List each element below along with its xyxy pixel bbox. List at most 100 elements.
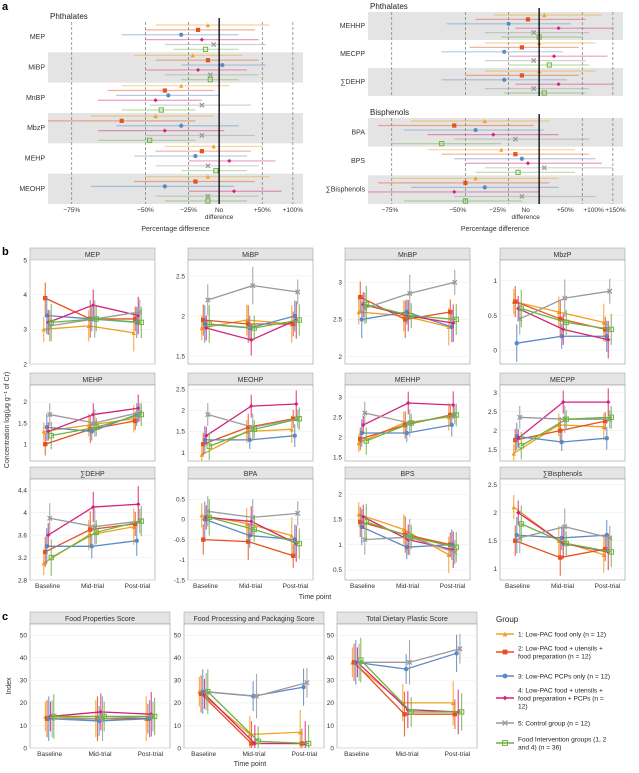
y-tick-label: 20 xyxy=(327,700,335,707)
series-point xyxy=(249,403,254,409)
series-point xyxy=(89,429,94,434)
y-tick-label: 2 xyxy=(338,434,342,441)
legend-swatch-marker xyxy=(502,649,508,655)
forest-point-b xyxy=(199,132,205,139)
forest-tick-label: +100% xyxy=(283,207,304,214)
series-point xyxy=(518,443,524,449)
series-point xyxy=(305,740,312,747)
forest-point xyxy=(153,98,158,103)
series-point xyxy=(408,709,414,715)
series-point xyxy=(406,659,413,665)
series-point xyxy=(403,317,408,322)
x-tick-label: Baseline xyxy=(505,583,530,590)
forest-row-label: MbzP xyxy=(27,125,45,132)
y-tick-label: 2.5 xyxy=(333,414,342,421)
y-tick-label: 3.6 xyxy=(18,532,27,539)
series-point xyxy=(452,279,458,285)
forest-point xyxy=(162,88,167,93)
y-tick-label: 40 xyxy=(327,655,335,662)
forest-point xyxy=(541,90,547,96)
series-point xyxy=(516,436,521,441)
series-point xyxy=(304,679,310,686)
facet-title: ∑Bisphenols xyxy=(543,471,583,478)
forest-point xyxy=(205,58,211,63)
series-point xyxy=(247,437,252,443)
forest-point xyxy=(463,180,468,185)
forest-tick-label: +50% xyxy=(254,207,271,214)
forest-point xyxy=(519,73,524,78)
series-point xyxy=(246,425,251,430)
series-point xyxy=(603,546,608,552)
forest-row-label: ∑DEHP xyxy=(341,79,366,86)
forest-tick-label: −25% xyxy=(489,207,506,214)
series-point xyxy=(101,713,107,720)
forest-point xyxy=(531,86,537,92)
y-tick-label: 2 xyxy=(338,354,342,361)
series-point xyxy=(93,424,99,430)
series-point xyxy=(201,317,206,323)
series-point xyxy=(407,290,413,297)
forest-point xyxy=(195,67,201,73)
y-tick-label: 2.8 xyxy=(18,577,27,584)
forest-point xyxy=(195,27,201,32)
forest-point xyxy=(199,149,204,154)
series-point-b xyxy=(452,279,458,285)
series-point xyxy=(251,526,257,533)
forest-point xyxy=(190,53,195,58)
forest-point-b xyxy=(205,163,211,169)
facet-frame xyxy=(187,384,314,462)
series-point xyxy=(558,316,563,322)
b-ylabel: Concentration log(μg g⁻¹ of Cr) xyxy=(4,372,11,468)
series-point-b xyxy=(562,295,568,301)
series-point xyxy=(252,741,258,746)
series-point xyxy=(88,427,93,432)
forest-row-label: BPS xyxy=(351,158,365,165)
forest-point xyxy=(179,83,184,88)
y-tick-label: 10 xyxy=(20,723,28,730)
legend-item-label: 3: Low-PAC PCPs only (n = 12) xyxy=(518,673,610,680)
series-point xyxy=(358,294,363,300)
y-tick-label: 5 xyxy=(23,257,27,264)
series-point xyxy=(356,309,361,315)
series-point xyxy=(43,441,48,447)
series-point xyxy=(517,414,523,420)
facet-title: BPS xyxy=(400,471,414,478)
series-point xyxy=(206,321,212,327)
forest-point xyxy=(205,163,211,169)
series-point xyxy=(402,711,407,717)
series-point xyxy=(453,544,459,550)
series-point xyxy=(204,325,209,331)
series-point xyxy=(558,555,563,560)
series-point xyxy=(513,437,518,443)
series-point xyxy=(43,295,48,301)
series-point-b xyxy=(47,411,53,418)
forest-point xyxy=(452,123,457,128)
series-point-b xyxy=(295,510,301,516)
series-point xyxy=(47,411,53,418)
series-point xyxy=(454,651,459,656)
y-tick-label: -1 xyxy=(179,557,185,564)
forest-row-label: MECPP xyxy=(340,51,365,58)
series-point xyxy=(201,441,206,447)
series-point-b xyxy=(253,693,260,699)
forest-point xyxy=(220,62,225,68)
forest-point xyxy=(179,123,184,128)
y-tick-label: 1.5 xyxy=(333,517,342,524)
forest-point xyxy=(179,32,184,37)
series-point xyxy=(608,549,614,555)
series-point-b xyxy=(362,410,368,416)
series-point xyxy=(93,529,99,536)
forest-point-b xyxy=(531,58,537,64)
series-line xyxy=(366,521,457,548)
series-line xyxy=(366,303,457,321)
forest-point xyxy=(205,174,211,179)
series-point xyxy=(133,316,138,322)
forest-point xyxy=(199,132,205,139)
legend-item-label: 5: Control group (n = 12) xyxy=(518,720,590,727)
y-tick-label: 2 xyxy=(181,313,185,320)
forest-xlabel: Percentage difference xyxy=(141,226,209,233)
series-line xyxy=(520,416,612,447)
y-tick-label: -1.5 xyxy=(174,577,186,584)
y-tick-label: 3 xyxy=(338,280,342,287)
y-tick-label: 1 xyxy=(338,542,342,549)
